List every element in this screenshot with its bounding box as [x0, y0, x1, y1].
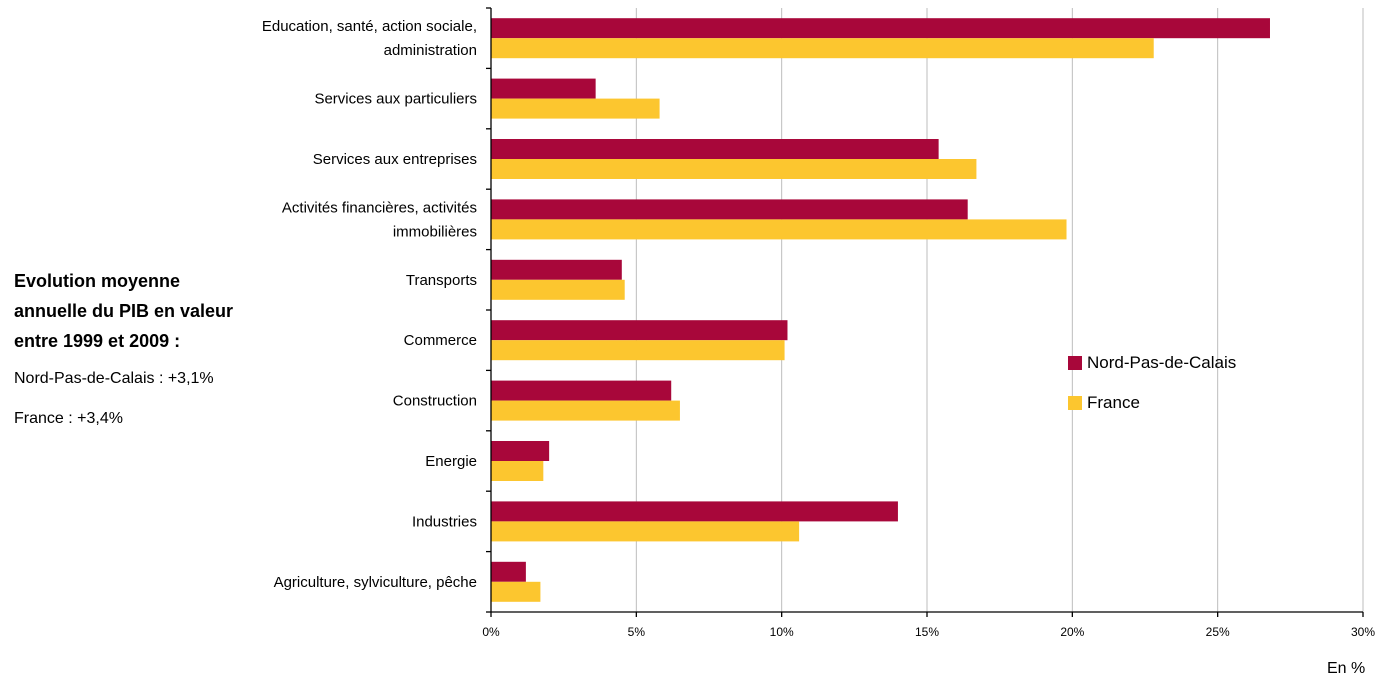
category-label: Industries — [412, 513, 477, 530]
pib-note: Evolution moyenne annuelle du PIB en val… — [14, 266, 334, 428]
x-tick-label: 0% — [482, 625, 500, 639]
bar-france — [491, 98, 660, 119]
bar-france — [491, 219, 1067, 240]
pib-note-title-line: annuelle du PIB en valeur — [14, 301, 234, 321]
bar-nord-pas-de-calais — [491, 18, 1270, 39]
pib-note-title-line: Evolution moyenne — [14, 271, 181, 291]
x-tick-label: 15% — [915, 625, 939, 639]
bar-nord-pas-de-calais — [491, 441, 550, 461]
bar-nord-pas-de-calais — [491, 380, 672, 401]
category-label: administration — [384, 42, 477, 59]
legend-swatch-france — [1068, 396, 1082, 410]
bar-france — [491, 279, 625, 300]
x-tick-label: 20% — [1060, 625, 1084, 639]
bar-france — [491, 400, 680, 421]
category-label: Education, santé, action sociale, — [262, 18, 477, 35]
pib-note-title: Evolution moyenne annuelle du PIB en val… — [14, 266, 334, 356]
bar-nord-pas-de-calais — [491, 139, 939, 159]
legend-label-nord: Nord-Pas-de-Calais — [1087, 353, 1237, 372]
pib-nord-stat: Nord-Pas-de-Calais : +3,1% — [14, 370, 214, 387]
chart-legend: Nord-Pas-de-Calais France — [1068, 350, 1236, 430]
category-label: Energie — [425, 453, 477, 470]
bar-france — [491, 521, 800, 542]
x-tick-label: 10% — [770, 625, 794, 639]
x-tick-label: 30% — [1351, 625, 1375, 639]
category-label: Transports — [406, 272, 477, 289]
category-label: immobilières — [393, 223, 477, 240]
legend-item-nord: Nord-Pas-de-Calais — [1068, 350, 1236, 376]
category-label: Construction — [393, 393, 477, 410]
category-label: Services aux particuliers — [314, 91, 477, 108]
bar-france — [491, 581, 541, 602]
legend-swatch-nord — [1068, 356, 1082, 370]
bar-nord-pas-de-calais — [491, 199, 968, 220]
x-axis-unit-label: En % — [1327, 660, 1366, 677]
bar-nord-pas-de-calais — [491, 259, 622, 280]
pib-note-title-line: entre 1999 et 2009 : — [14, 331, 181, 351]
bar-nord-pas-de-calais — [491, 561, 526, 582]
category-label: Commerce — [404, 332, 477, 349]
bar-france — [491, 159, 977, 179]
bar-france — [491, 461, 544, 481]
bar-france — [491, 38, 1154, 59]
bar-france — [491, 340, 785, 361]
category-label: Activités financières, activités — [282, 199, 477, 216]
bar-nord-pas-de-calais — [491, 320, 788, 341]
x-tick-label: 5% — [628, 625, 646, 639]
category-label: Agriculture, sylviculture, pêche — [274, 574, 477, 591]
legend-item-france: France — [1068, 390, 1236, 416]
pib-france-stat: France : +3,4% — [14, 410, 123, 427]
bar-nord-pas-de-calais — [491, 501, 898, 522]
bar-nord-pas-de-calais — [491, 78, 596, 99]
x-tick-label: 25% — [1206, 625, 1230, 639]
legend-label-france: France — [1087, 393, 1140, 412]
category-label: Services aux entreprises — [313, 151, 477, 168]
